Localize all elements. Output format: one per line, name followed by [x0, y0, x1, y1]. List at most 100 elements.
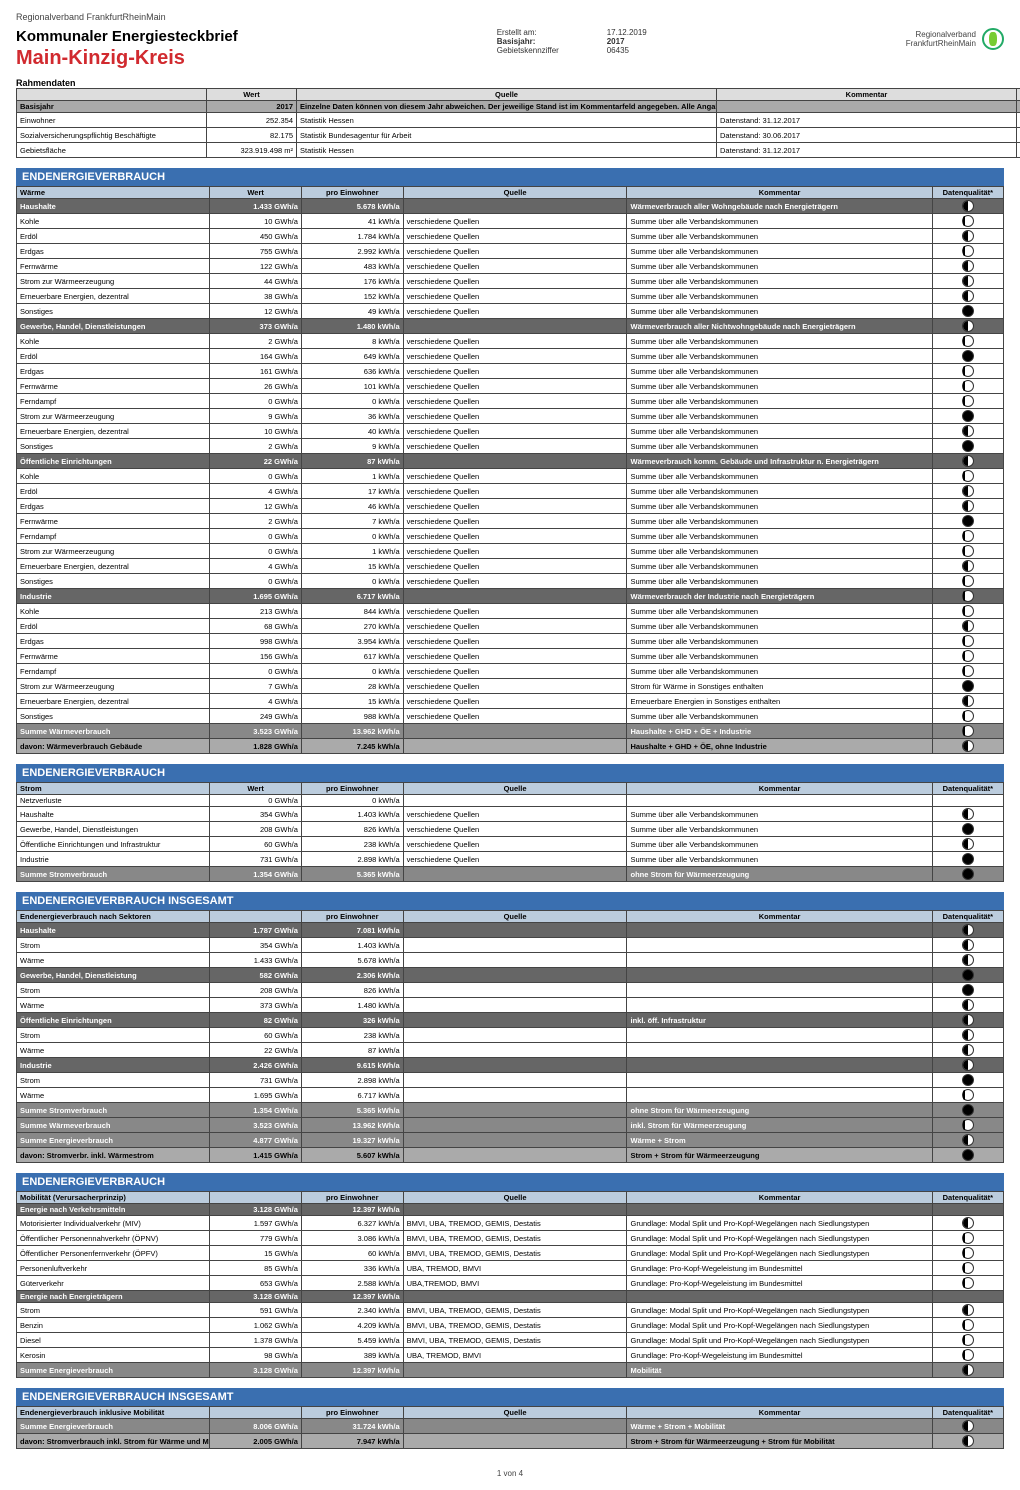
cell-quelle: verschiedene Quellen: [403, 709, 627, 724]
cell-komm: Datenstand: 31.12.2017: [717, 143, 1017, 158]
cell-dq: [932, 604, 1003, 619]
cell-wert: 252.354: [207, 113, 297, 128]
cell-wert: 22 GWh/a: [210, 1043, 302, 1058]
cell-label: Summe Energieverbrauch: [17, 1419, 210, 1434]
th-dq: Datenqualität*: [1017, 89, 1020, 101]
dq-icon: [962, 1044, 974, 1056]
cell-label: Summe Wärmeverbrauch: [17, 1118, 210, 1133]
cell-wert: 1.062 GWh/a: [210, 1318, 302, 1333]
cell-dq: [932, 619, 1003, 634]
cell-dq: [932, 499, 1003, 514]
th-pro: pro Einwohner: [301, 1407, 403, 1419]
meta-erstellt-v: 17.12.2019: [607, 28, 647, 37]
page-footer: 1 von 4: [16, 1469, 1004, 1478]
cell-pro: 238 kWh/a: [301, 1028, 403, 1043]
dq-icon: [962, 680, 974, 692]
cell-dq: [1017, 101, 1020, 113]
cell-wert: 3.128 GWh/a: [210, 1291, 302, 1303]
cell-quelle: UBA, TREMOD, BMVI: [403, 1348, 627, 1363]
cell-dq: [932, 274, 1003, 289]
cell-label: Fernwärme: [17, 259, 210, 274]
cell-label: Summe Stromverbrauch: [17, 1103, 210, 1118]
cell-quelle: [403, 739, 627, 754]
cell-pro: 7.081 kWh/a: [301, 923, 403, 938]
cell-quelle: verschiedene Quellen: [403, 349, 627, 364]
cell-label: Erdgas: [17, 364, 210, 379]
cell-pro: 5.365 kWh/a: [301, 1103, 403, 1118]
cell-dq: [932, 514, 1003, 529]
th-komm: Kommentar: [717, 89, 1017, 101]
table-row: Summe Energieverbrauch8.006 GWh/a31.724 …: [17, 1419, 1004, 1434]
cell-pro: 17 kWh/a: [301, 484, 403, 499]
table-row: Summe Wärmeverbrauch3.523 GWh/a13.962 kW…: [17, 724, 1004, 739]
cell-komm: Grundlage: Modal Split und Pro-Kopf-Wege…: [627, 1231, 932, 1246]
dq-icon: [962, 725, 974, 737]
table-row: Sonstiges249 GWh/a988 kWh/averschiedene …: [17, 709, 1004, 724]
cell-quelle: [403, 938, 627, 953]
cell-label: Energie nach Verkehrsmitteln: [17, 1204, 210, 1216]
cell-label: Summe Wärmeverbrauch: [17, 724, 210, 739]
cell-wert: 156 GWh/a: [210, 649, 302, 664]
cell-wert: 0 GWh/a: [210, 394, 302, 409]
dq-icon: [962, 1349, 974, 1361]
cell-komm: Wärme + Strom: [627, 1133, 932, 1148]
sec5-sub: Endenergieverbrauch inklusive Mobilität: [17, 1407, 210, 1419]
cell-dq: [932, 319, 1003, 334]
cell-pro: 46 kWh/a: [301, 499, 403, 514]
cell-quelle: verschiedene Quellen: [403, 679, 627, 694]
cell-wert: 4 GWh/a: [210, 484, 302, 499]
cell-dq: [932, 822, 1003, 837]
cell-pro: 13.962 kWh/a: [301, 1118, 403, 1133]
cell-quelle: verschiedene Quellen: [403, 409, 627, 424]
cell-wert: 0 GWh/a: [210, 529, 302, 544]
table-row: Erneuerbare Energien, dezentral38 GWh/a1…: [17, 289, 1004, 304]
th-quelle: Quelle: [403, 1192, 627, 1204]
cell-komm: Summe über alle Verbandskommunen: [627, 529, 932, 544]
pretitle: Regionalverband FrankfurtRheinMain: [16, 12, 1004, 22]
cell-quelle: verschiedene Quellen: [403, 289, 627, 304]
cell-label: Fernwärme: [17, 379, 210, 394]
cell-wert: 9 GWh/a: [210, 409, 302, 424]
cell-label: Erneuerbare Energien, dezentral: [17, 694, 210, 709]
cell-wert: 1.354 GWh/a: [210, 1103, 302, 1118]
table-row: Kohle2 GWh/a8 kWh/averschiedene QuellenS…: [17, 334, 1004, 349]
cell-pro: 6.717 kWh/a: [301, 589, 403, 604]
cell-label: Strom: [17, 938, 210, 953]
cell-quelle: [403, 454, 627, 469]
table-row: Wärme1.695 GWh/a6.717 kWh/a: [17, 1088, 1004, 1103]
dq-icon: [962, 1232, 974, 1244]
cell-quelle: verschiedene Quellen: [403, 852, 627, 867]
cell-dq: [932, 664, 1003, 679]
cell-wert: 2.426 GWh/a: [210, 1058, 302, 1073]
cell-label: Sonstiges: [17, 304, 210, 319]
table-row: Öffentlicher Personenfernverkehr (ÖPFV)1…: [17, 1246, 1004, 1261]
dq-icon: [962, 440, 974, 452]
table-row: Energie nach Verkehrsmitteln3.128 GWh/a1…: [17, 1204, 1004, 1216]
dq-icon: [962, 395, 974, 407]
cell-dq: [932, 379, 1003, 394]
dq-icon: [962, 425, 974, 437]
cell-wert: 161 GWh/a: [210, 364, 302, 379]
cell-dq: [932, 1363, 1003, 1378]
cell-komm: Summe über alle Verbandskommunen: [627, 379, 932, 394]
cell-komm: [717, 101, 1017, 113]
table-row: davon: Stromverbrauch inkl. Strom für Wä…: [17, 1434, 1004, 1449]
cell-label: Haushalte: [17, 923, 210, 938]
cell-dq: [932, 1204, 1003, 1216]
cell-dq: [932, 199, 1003, 214]
cell-komm: Summe über alle Verbandskommunen: [627, 822, 932, 837]
cell-label: Kerosin: [17, 1348, 210, 1363]
cell-dq: [932, 1073, 1003, 1088]
cell-label: Güterverkehr: [17, 1276, 210, 1291]
cell-komm: Strom für Wärme in Sonstiges enthalten: [627, 679, 932, 694]
dq-icon: [962, 969, 974, 981]
cell-komm: Summe über alle Verbandskommunen: [627, 304, 932, 319]
cell-dq: [932, 953, 1003, 968]
cell-wert: 68 GWh/a: [210, 619, 302, 634]
table-row: Haushalte1.787 GWh/a7.081 kWh/a: [17, 923, 1004, 938]
cell-komm: inkl. öff. Infrastruktur: [627, 1013, 932, 1028]
table-row: Haushalte1.433 GWh/a5.678 kWh/aWärmeverb…: [17, 199, 1004, 214]
cell-dq: [932, 795, 1003, 807]
cell-wert: 2 GWh/a: [210, 439, 302, 454]
dq-icon: [962, 605, 974, 617]
